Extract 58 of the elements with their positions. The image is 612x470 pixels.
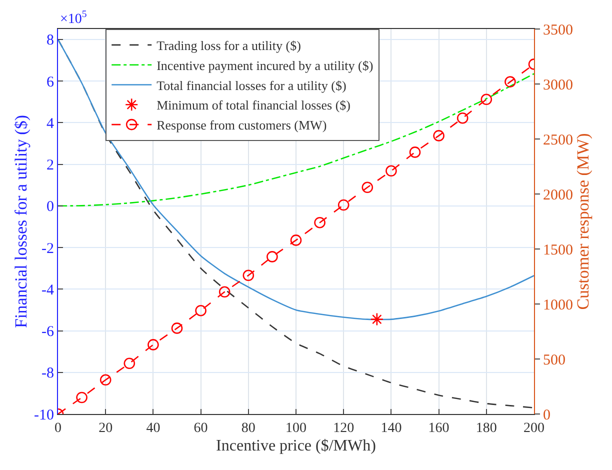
legend-label: Total financial losses for a utility ($)	[156, 78, 346, 93]
point	[338, 199, 350, 211]
text: ×10$^{5}$	[60, 9, 87, 27]
point	[290, 234, 302, 246]
y2-tick-label: 0	[543, 407, 550, 424]
point	[195, 304, 206, 316]
x-tick-label: 100	[286, 420, 306, 436]
y2-tick-label: 1000	[543, 297, 573, 314]
y2-tick-label: 3500	[543, 22, 573, 38]
y-tick-label: 0	[46, 199, 54, 216]
y2-tick-label: 1500	[543, 242, 573, 258]
x-tick-label: 20	[98, 420, 113, 436]
point	[480, 94, 492, 106]
x-tick-label: 60	[194, 420, 208, 436]
point	[100, 374, 112, 386]
x-tick-label: 80	[241, 420, 256, 436]
point	[242, 270, 254, 282]
y2-tick-label: 2000	[543, 187, 573, 204]
point	[218, 286, 230, 298]
x-axis-title: Incentive price ($/MWh)	[216, 438, 376, 454]
point	[76, 392, 88, 404]
x-tick-label: 120	[333, 420, 354, 436]
point	[456, 112, 468, 124]
x-tick-label: 140	[380, 420, 402, 436]
y2-tick-label: 500	[543, 352, 566, 368]
line-series	[58, 73, 534, 207]
y-axis-title: Financial losses for a utility ($)	[12, 115, 31, 328]
legend-label: Response from customers (MW)	[156, 118, 327, 133]
y2-tick-label: 2500	[543, 132, 573, 148]
point	[362, 182, 374, 194]
point	[171, 322, 183, 334]
y-tick-label: 6	[46, 74, 54, 90]
y-tick-label: -2	[42, 240, 54, 257]
point	[148, 339, 159, 350]
legend-label: Minimum of total financial losses ($)	[156, 98, 350, 113]
point	[314, 216, 326, 228]
legend-label: Incentive payment incured by a utility ($)	[156, 58, 374, 73]
point	[504, 76, 516, 88]
x-tick-label: 180	[476, 420, 497, 436]
y-tick-label: -4	[42, 282, 54, 298]
line-series	[58, 38, 534, 320]
y-tick-label: 4	[46, 116, 54, 132]
y-tick-label: 2	[46, 158, 54, 174]
point	[124, 358, 136, 370]
x-tick-label: 200	[524, 420, 544, 436]
point	[266, 251, 278, 262]
y-tick-label: -8	[42, 366, 54, 382]
y-tick-label: -10	[34, 407, 54, 424]
legend-label: Trading loss for a utility ($)	[156, 38, 301, 54]
y-tick-label: -6	[42, 324, 54, 340]
x-tick-label: 40	[146, 420, 160, 436]
y2-axis-title: Customer response (MW)	[573, 133, 592, 310]
y-tick-label: 8	[46, 32, 54, 49]
point	[386, 165, 397, 177]
point	[433, 130, 444, 142]
point	[409, 146, 421, 158]
y2-tick-label: 3000	[543, 77, 573, 94]
x-tick-label: 160	[428, 420, 450, 436]
